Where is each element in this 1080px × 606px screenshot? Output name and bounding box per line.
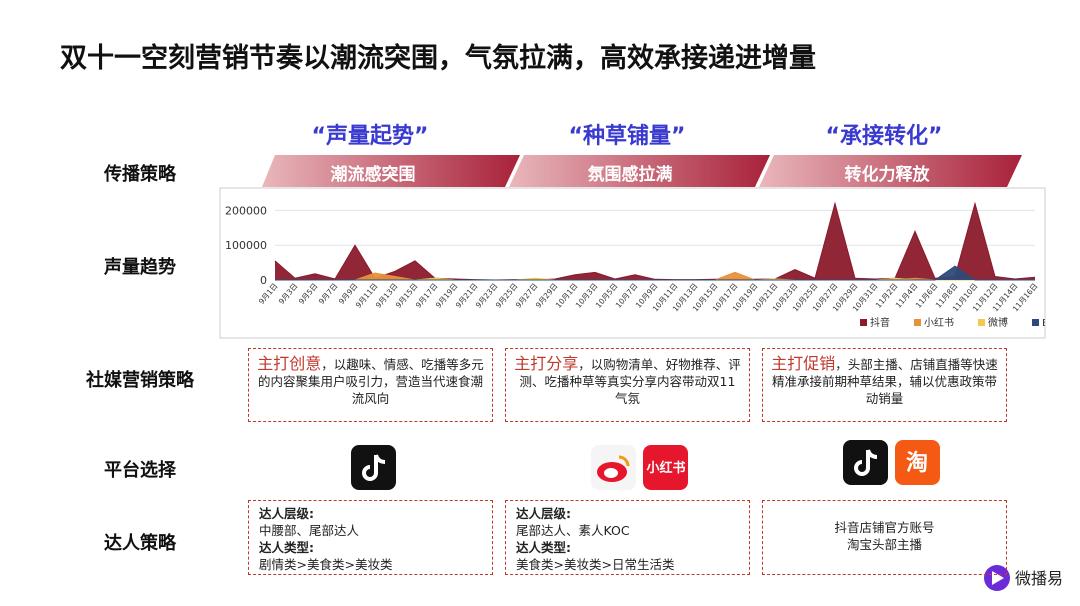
legend-label: 微博 <box>988 316 1008 329</box>
phase-banner: 氛围感拉满 <box>587 165 673 185</box>
taobao-icon <box>895 440 940 485</box>
area-line <box>275 265 1035 281</box>
strategy-box: 主打创意，以趣味、情感、吃播等多元的内容聚集用户吸引力，营造当代速食潮流风向 <box>248 348 493 422</box>
area-line <box>274 201 1036 281</box>
legend-swatch <box>978 319 985 326</box>
area-fill <box>275 266 1035 280</box>
legend-label: B站 <box>1042 316 1045 329</box>
strategy-box: 主打促销，头部主播、店铺直播等快速精准承接前期种草结果，辅以优惠政策带动销量 <box>762 348 1007 422</box>
kol-box: 抖音店铺官方账号 淘宝头部主播 <box>762 500 1007 575</box>
row-label: 传播策略 <box>104 164 176 185</box>
strategy-highlight: 主打创意 <box>257 354 322 373</box>
chart: 01000002000009月1日9月3日9月5日9月7日9月9日9月11日9月… <box>225 201 1045 329</box>
tiktok-icon <box>843 440 888 485</box>
kol-box: 达人层级: 尾部达人、素人KOC 达人类型: 美食类>美妆类>日常生活类 <box>505 500 750 575</box>
strategy-text: ，以购物清单、好物推荐、评测、吃播种草等真实分享内容带动双11气氛 <box>519 357 741 406</box>
legend-swatch <box>1032 319 1039 326</box>
kol-text: 淘宝头部主播 <box>846 537 922 552</box>
phase-banner: 潮流感突围 <box>330 165 416 185</box>
row-label: 达人策略 <box>104 533 176 554</box>
weibo-icon <box>591 445 636 490</box>
x-tick-label: 9月5日 <box>297 282 320 307</box>
legend-swatch <box>860 319 867 326</box>
strategy-box: 主打分享，以购物清单、好物推荐、评测、吃播种草等真实分享内容带动双11气氛 <box>505 348 750 422</box>
logo: 微播易 <box>1015 569 1063 588</box>
kol-text: 中腰部、尾部达人 <box>259 523 360 538</box>
y-tick-label: 0 <box>260 274 267 287</box>
x-tick-label: 9月7日 <box>317 282 340 307</box>
row-label: 声量趋势 <box>104 257 176 278</box>
legend-label: 小红书 <box>924 316 954 329</box>
strategy-highlight: 主打促销 <box>771 354 836 373</box>
y-tick-label: 100000 <box>225 239 267 252</box>
area-fill <box>275 203 1035 280</box>
kol-label: 达人层级: <box>516 506 571 521</box>
row-label: 社媒营销策略 <box>86 370 194 391</box>
kol-text: 美食类>美妆类>日常生活类 <box>516 557 675 572</box>
legend-label: 抖音 <box>870 316 890 329</box>
banner-shape <box>759 155 1022 187</box>
xhs-icon <box>643 445 688 490</box>
kol-text: 尾部达人、素人KOC <box>516 523 630 538</box>
x-tick-label: 9月3日 <box>277 282 300 307</box>
phase-slogan: “承接转化” <box>825 124 943 149</box>
phase-slogan: “种草铺量” <box>568 124 686 149</box>
banner-shape <box>262 155 520 187</box>
strategy-highlight: 主打分享 <box>514 354 579 373</box>
row-label: 平台选择 <box>104 460 176 481</box>
title: 双十一空刻营销节奏以潮流突围，气氛拉满，高效承接递进增量 <box>60 43 816 74</box>
kol-text: 剧情类>美食类>美妆类 <box>259 557 393 572</box>
strategy-text: ，头部主播、店铺直播等快速精准承接前期种草结果，辅以优惠政策带动销量 <box>771 357 998 406</box>
kol-box: 达人层级: 中腰部、尾部达人 达人类型: 剧情类>美食类>美妆类 <box>248 500 493 575</box>
banner-shape <box>509 155 770 187</box>
phase-banner: 转化力释放 <box>844 165 930 185</box>
kol-label: 达人层级: <box>259 506 314 521</box>
phase-slogan: “声量起势” <box>311 124 429 149</box>
kol-label: 达人类型: <box>516 540 571 555</box>
xhs-label: 小红书 <box>646 460 685 476</box>
legend-swatch <box>914 319 921 326</box>
tiktok-icon <box>351 445 396 490</box>
strategy-text: ，以趣味、情感、吃播等多元的内容聚集用户吸引力，营造当代速食潮流风向 <box>257 357 484 406</box>
kol-text: 抖音店铺官方账号 <box>834 520 935 535</box>
kol-label: 达人类型: <box>259 540 314 555</box>
y-tick-label: 200000 <box>225 204 267 217</box>
taobao-label: 淘 <box>906 450 928 476</box>
